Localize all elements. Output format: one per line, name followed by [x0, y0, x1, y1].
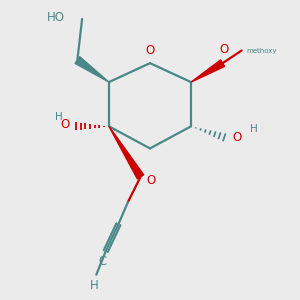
Text: HO: HO [47, 11, 65, 24]
Text: methoxy: methoxy [246, 47, 277, 53]
Polygon shape [75, 57, 109, 82]
Polygon shape [109, 126, 144, 179]
Text: H: H [90, 280, 99, 292]
Text: C: C [98, 255, 107, 268]
Text: O: O [233, 131, 242, 144]
Text: H: H [56, 112, 63, 122]
Text: O: O [147, 173, 156, 187]
Polygon shape [191, 60, 225, 82]
Text: O: O [60, 118, 70, 131]
Text: H: H [250, 124, 258, 134]
Text: O: O [146, 44, 154, 58]
Text: O: O [220, 43, 229, 56]
